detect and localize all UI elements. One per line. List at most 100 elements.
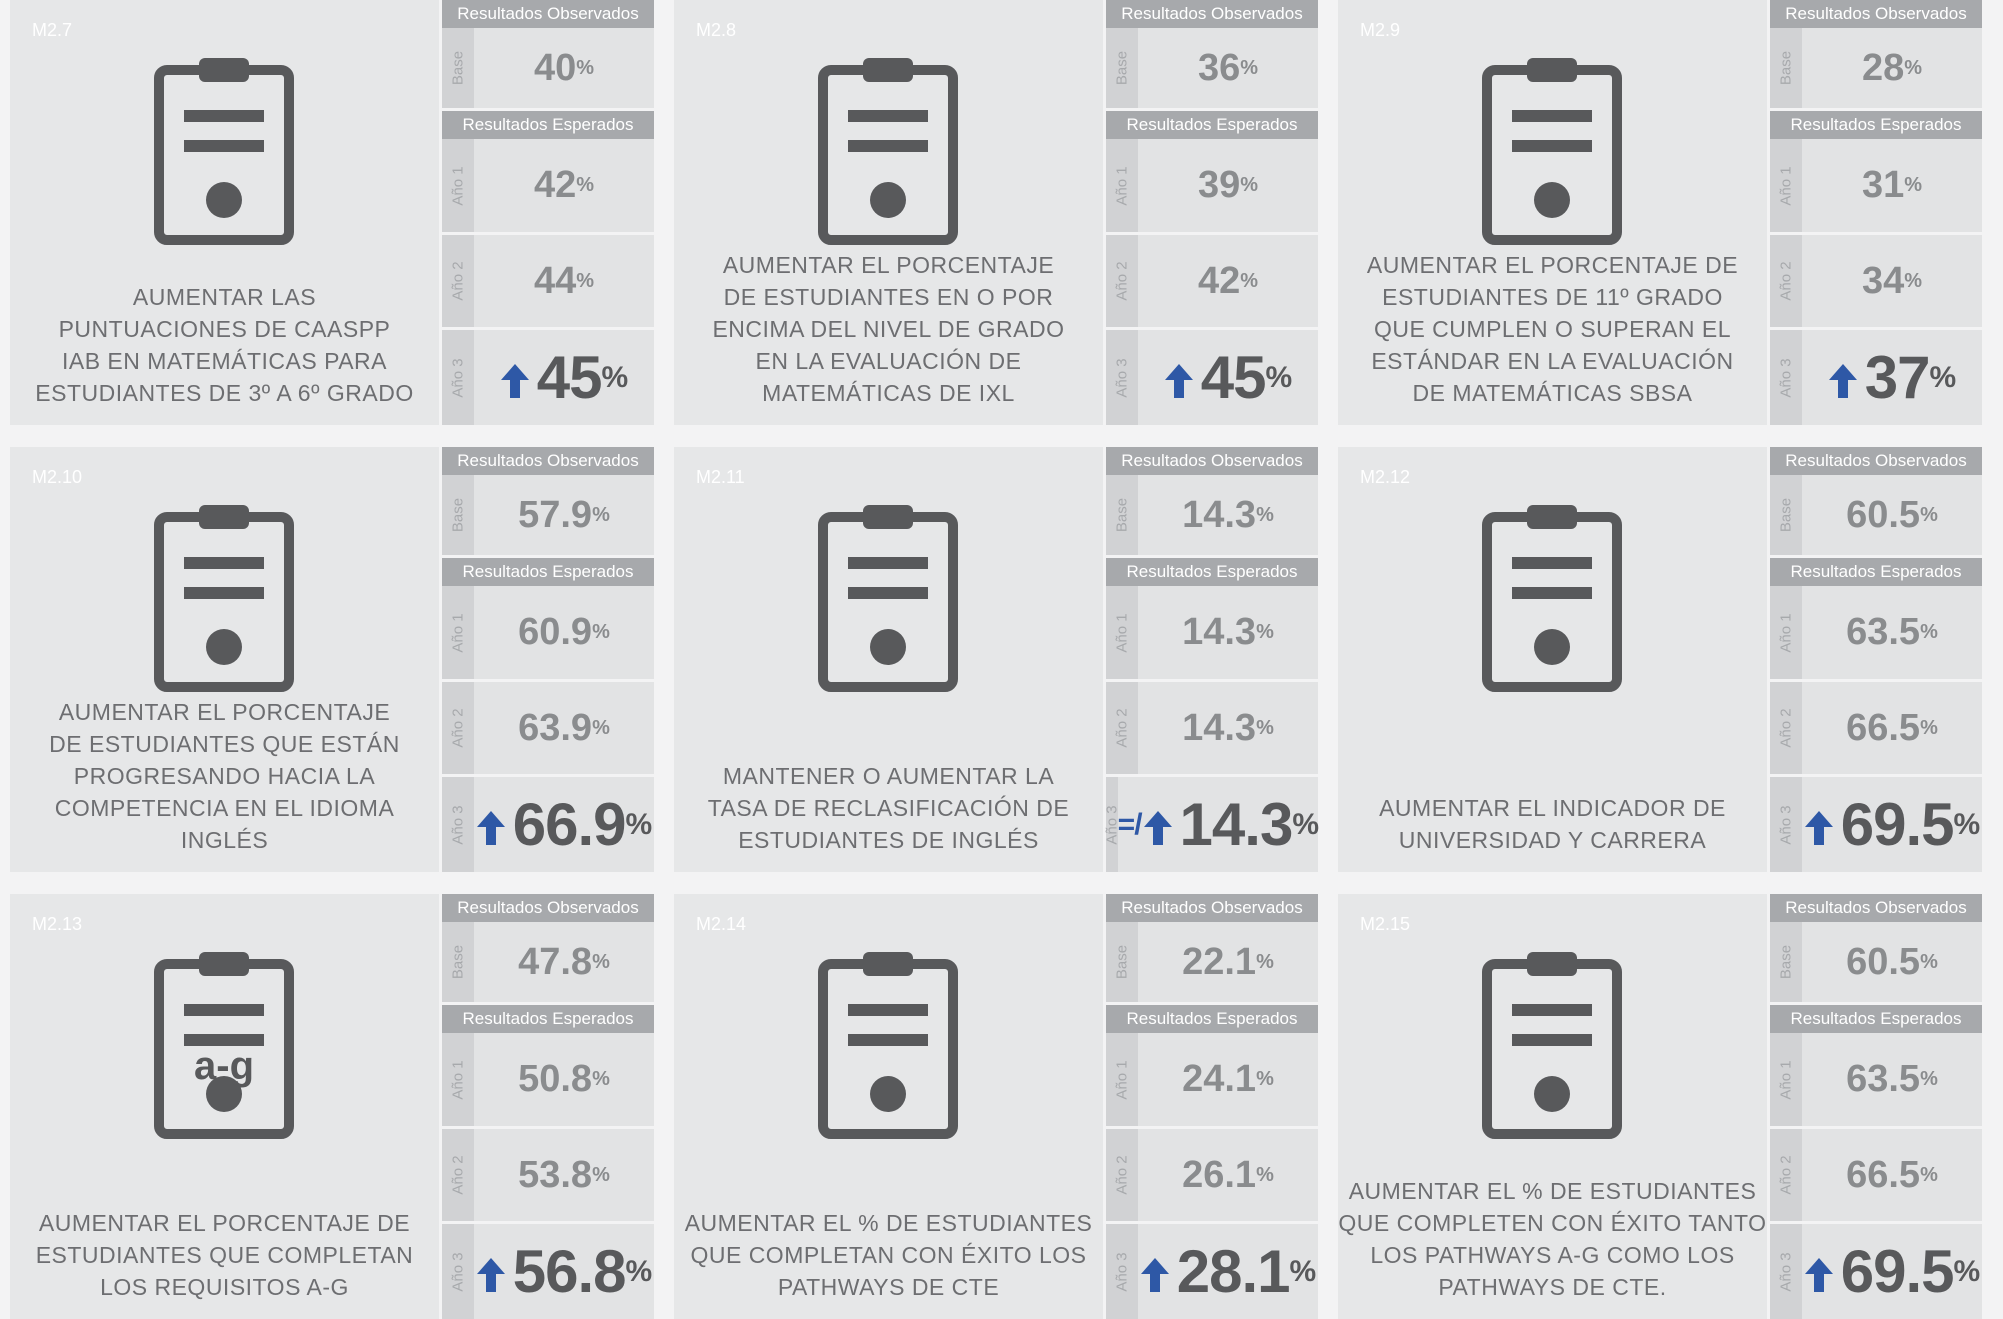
page: M2.7AUMENTAR LASPUNTUACIONES DE CAASPPIA… [0, 0, 2003, 1319]
row-label-strip: Base [1106, 922, 1138, 1002]
row-label: Año 1 [450, 1060, 467, 1099]
up-arrow [1165, 343, 1193, 412]
result-value: 44% [474, 235, 654, 327]
value-unit: % [1240, 174, 1258, 197]
observed-header: Resultados Observados [1770, 0, 1982, 28]
row-label: Año 2 [1114, 1155, 1131, 1194]
row-label: Año 3 [1778, 1252, 1795, 1291]
row-label-strip: Año 1 [442, 139, 474, 232]
row-label: Base [1778, 945, 1795, 979]
icon [778, 40, 998, 250]
value-prefix: =/ [1118, 808, 1142, 842]
value-number: 44 [534, 260, 576, 303]
observed-header: Resultados Observados [442, 0, 654, 28]
result-value: 14.3% [1138, 586, 1318, 679]
description-line: QUE COMPLETAN CON ÉXITO LOS [674, 1239, 1103, 1271]
value-number: 14.3 [1180, 790, 1293, 859]
row-label: Base [1778, 498, 1795, 532]
expected-header: Resultados Esperados [1106, 111, 1318, 139]
value-unit: % [1266, 361, 1292, 395]
value-number: 39 [1198, 164, 1240, 207]
row-label-strip: Año 1 [1106, 1033, 1138, 1126]
observed-header: Resultados Observados [1106, 894, 1318, 922]
result-value: 50.8% [474, 1033, 654, 1126]
result-value: 14.3% [1138, 682, 1318, 774]
goal-id: M2.8 [696, 20, 736, 41]
value-number: 60.9 [518, 611, 592, 654]
description-line: TASA DE RECLASIFICACIÓN DE [674, 792, 1103, 824]
row-label: Año 3 [1778, 805, 1795, 844]
result-row: Año 3=/14.3% [1106, 777, 1318, 872]
row-label-strip: Año 1 [1770, 139, 1802, 232]
value-number: 57.9 [518, 494, 592, 537]
value-number: 66.5 [1846, 1154, 1920, 1197]
row-label-strip: Base [1770, 28, 1802, 108]
result-value: 53.8% [474, 1129, 654, 1221]
row-label-strip: Año 1 [442, 586, 474, 679]
value-unit: % [592, 1068, 610, 1091]
goal-id: M2.14 [696, 914, 746, 935]
result-value: 45% [474, 330, 654, 425]
value-number: 14.3 [1182, 611, 1256, 654]
icon [114, 40, 334, 250]
value-number: 22.1 [1182, 941, 1256, 984]
goal-id: M2.12 [1360, 467, 1410, 488]
goal-id: M2.10 [32, 467, 82, 488]
result-value: 36% [1138, 28, 1318, 108]
row-label: Base [1778, 51, 1795, 85]
row-label: Año 3 [450, 1252, 467, 1291]
description-line: UNIVERSIDAD Y CARRERA [1338, 824, 1767, 856]
icon-wrap [1442, 40, 1662, 255]
value-number: 53.8 [518, 1154, 592, 1197]
description-line: ESTUDIANTES DE 3º A 6º GRADO [10, 377, 439, 409]
icon [1442, 934, 1662, 1144]
up-arrow [1805, 790, 1833, 859]
row-label-strip: Base [1770, 922, 1802, 1002]
icon [1442, 487, 1662, 697]
value-number: 14.3 [1182, 707, 1256, 750]
row-label: Año 1 [450, 613, 467, 652]
row-label-strip: Año 1 [442, 1033, 474, 1126]
value-unit: % [1256, 621, 1274, 644]
result-value: 42% [474, 139, 654, 232]
value-unit: % [1920, 621, 1938, 644]
row-label-strip: Año 2 [1770, 1129, 1802, 1221]
value-unit: % [592, 621, 610, 644]
row-label-strip: Base [442, 922, 474, 1002]
value-number: 45 [537, 343, 602, 412]
row-label-strip: Año 2 [1770, 235, 1802, 327]
value-unit: % [1904, 270, 1922, 293]
result-value: 66.5% [1802, 682, 1982, 774]
result-value: 60.5% [1802, 922, 1982, 1002]
row-label-strip: Año 2 [1106, 1129, 1138, 1221]
row-label: Base [450, 498, 467, 532]
row-label-strip: Año 3 [1106, 330, 1138, 425]
row-label-strip: Año 3 [1106, 777, 1118, 872]
goal-id: M2.13 [32, 914, 82, 935]
value-number: 36 [1198, 47, 1240, 90]
icon: a-g [114, 934, 334, 1144]
value-unit: % [1920, 1068, 1938, 1091]
row-label-strip: Año 2 [442, 1129, 474, 1221]
